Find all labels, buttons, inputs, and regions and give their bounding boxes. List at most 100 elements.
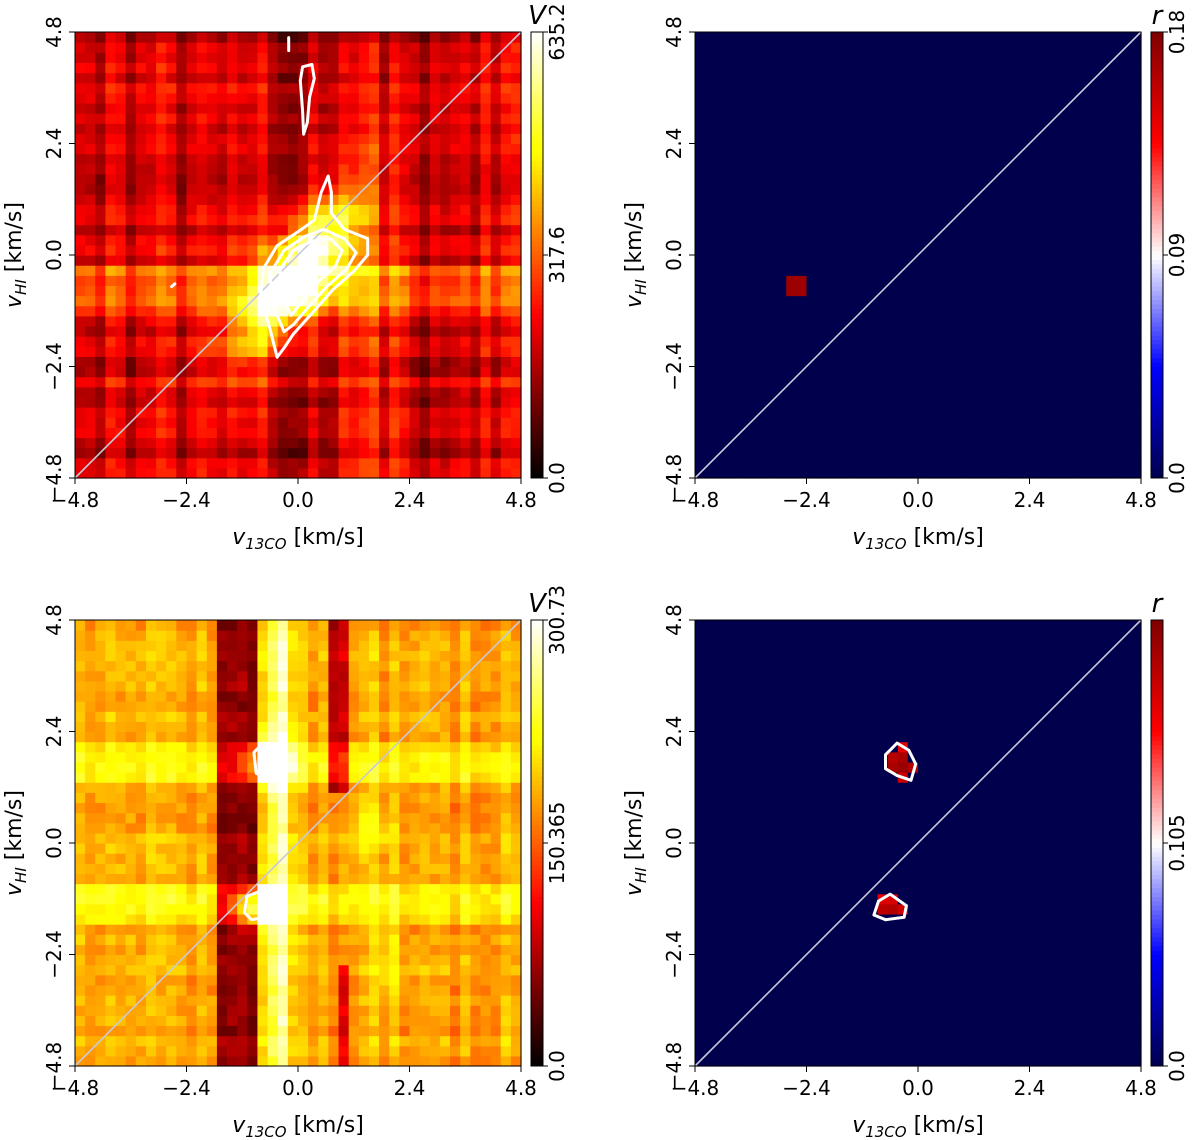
heatmap-cell [826, 346, 838, 357]
heatmap-cell [907, 295, 919, 307]
heatmap-cell [776, 356, 787, 368]
heatmap-cell [115, 954, 127, 966]
heatmap-cell [725, 82, 737, 94]
heatmap-cell [715, 325, 727, 337]
heatmap-cell [95, 224, 107, 236]
heatmap-cell [318, 173, 330, 185]
heatmap-cell [156, 670, 167, 682]
heatmap-cell [166, 72, 177, 84]
heatmap-cell [85, 255, 96, 266]
heatmap-cell [470, 173, 482, 185]
heatmap-cell [806, 32, 818, 43]
heatmap-cell [216, 92, 228, 104]
heatmap-cell [867, 427, 879, 439]
heatmap-cell [1120, 102, 1132, 114]
heatmap-cell [928, 52, 939, 64]
heatmap-cell [1059, 305, 1071, 317]
heatmap-cell [786, 102, 797, 114]
heatmap-cell [725, 62, 737, 74]
heatmap-cell [776, 467, 787, 479]
heatmap-cell [765, 194, 777, 205]
heatmap-cell [1070, 315, 1081, 327]
heatmap-cell [715, 143, 727, 155]
heatmap-cell [135, 356, 147, 368]
heatmap-cell [338, 173, 350, 185]
heatmap-cell [490, 102, 502, 114]
heatmap-cell [115, 984, 127, 996]
heatmap-cell [1130, 42, 1142, 53]
heatmap-cell [379, 366, 390, 378]
heatmap-cell [237, 792, 248, 804]
heatmap-cell [257, 782, 269, 793]
heatmap-cell [928, 255, 939, 266]
heatmap-cell [237, 812, 248, 824]
heatmap-cell [318, 467, 330, 479]
heatmap-cell [308, 113, 319, 124]
heatmap-cell [510, 42, 522, 53]
heatmap-cell [399, 92, 411, 104]
heatmap-cell [409, 214, 421, 226]
heatmap-cell [1100, 295, 1112, 307]
heatmap-cell [318, 427, 330, 439]
heatmap-cell [826, 295, 838, 307]
heatmap-cell [439, 133, 451, 145]
y-tick-label: −4.8 [42, 454, 66, 503]
heatmap-cell [186, 640, 198, 652]
heatmap-cell [186, 163, 198, 175]
colorbar-segment [1151, 286, 1163, 292]
heatmap-cell [1090, 275, 1102, 287]
heatmap-cell [705, 386, 716, 398]
heatmap-cell [745, 194, 757, 205]
heatmap-cell [166, 234, 177, 246]
heatmap-cell [968, 407, 980, 418]
heatmap-cell [105, 1035, 117, 1047]
heatmap-cell [216, 873, 228, 885]
heatmap-cell [267, 72, 279, 84]
heatmap-cell [1080, 386, 1091, 398]
heatmap-cell [227, 417, 238, 428]
heatmap-cell [216, 447, 228, 459]
heatmap-cell [338, 163, 350, 175]
heatmap-cell [135, 102, 147, 114]
heatmap-cell [897, 386, 909, 398]
heatmap-cell [1049, 427, 1061, 439]
heatmap-cell [156, 336, 167, 347]
heatmap-cell [490, 447, 502, 459]
heatmap-cell [399, 194, 411, 205]
heatmap-cell [695, 305, 706, 317]
heatmap-cell [735, 336, 747, 347]
heatmap-cell [695, 457, 706, 469]
heatmap-cell [1090, 153, 1102, 165]
heatmap-cell [206, 214, 218, 226]
heatmap-cell [725, 153, 737, 165]
heatmap-cell [358, 153, 370, 165]
heatmap-cell [85, 650, 96, 662]
heatmap-cell [1070, 204, 1081, 216]
heatmap-cell [1019, 123, 1031, 134]
heatmap-cell [206, 417, 218, 428]
heatmap-cell [166, 792, 177, 804]
heatmap-cell [227, 974, 238, 986]
heatmap-cell [439, 417, 451, 428]
heatmap-cell [948, 184, 960, 195]
heatmap-cell [227, 396, 238, 408]
heatmap-cell [439, 113, 451, 124]
heatmap-cell [298, 82, 309, 94]
heatmap-cell [847, 163, 858, 175]
heatmap-cell [348, 214, 360, 226]
heatmap-cell [1100, 72, 1112, 84]
heatmap-cell [460, 325, 471, 337]
heatmap-cell [227, 42, 238, 53]
heatmap-cell [216, 32, 228, 43]
heatmap-cell [1070, 214, 1081, 226]
heatmap-cell [318, 417, 330, 428]
heatmap-cell [1059, 295, 1071, 307]
heatmap-cell [166, 285, 177, 297]
heatmap-cell [95, 650, 107, 662]
heatmap-cell [115, 62, 127, 74]
heatmap-cell [500, 336, 512, 347]
heatmap-cell [399, 447, 411, 459]
heatmap-cell [826, 255, 838, 266]
heatmap-cell [836, 356, 848, 368]
colorbar-segment [531, 246, 543, 252]
